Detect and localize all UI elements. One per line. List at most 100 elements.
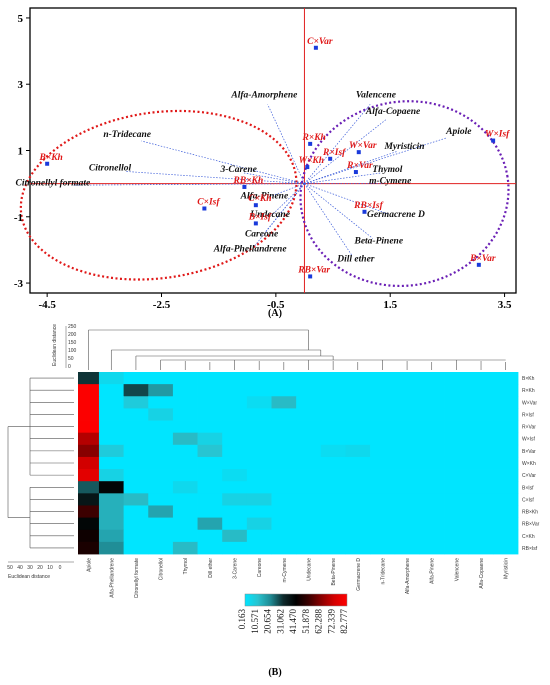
column-label: Myristicin (504, 558, 510, 579)
compound-label: Alfa-Amorphene (230, 90, 298, 100)
heatmap-cell (370, 372, 396, 385)
heatmap-cell (419, 420, 445, 434)
heatmap-cell (444, 420, 470, 434)
heatmap-cell (394, 505, 420, 518)
heatmap-cell (394, 420, 420, 434)
row-label: B×Kh (522, 376, 535, 382)
heatmap-cell (345, 444, 371, 458)
color-scale-tick: 41.470 (288, 609, 298, 634)
heatmap-cell (345, 420, 371, 434)
heatmap-cell (444, 444, 470, 458)
heatmap-cell (123, 481, 149, 494)
heatmap-cell (444, 529, 470, 543)
heatmap-cell (419, 408, 445, 421)
sample-label: B×Var (469, 254, 496, 264)
left-dendrogram-tick: 10 (47, 565, 53, 571)
heatmap-cell (172, 432, 198, 446)
heatmap-cell (123, 517, 149, 531)
heatmap-cell (444, 481, 470, 494)
heatmap-cell (419, 372, 445, 385)
row-label: B×Var (522, 449, 536, 455)
heatmap-cell (197, 456, 223, 470)
heatmap-cell (296, 420, 322, 434)
heatmap-cell (468, 432, 494, 446)
heatmap-panel: 250 200 150 100 50 0 Euclidean distance 50 40 30… (0, 322, 550, 680)
heatmap-cell (345, 456, 371, 470)
heatmap-cell (271, 384, 297, 397)
pca-biplot: -4.5 -2.5 -0.5 1.5 3.5 5 3 1 -1 -3 Alfa-Amorphene… (0, 0, 550, 320)
heatmap-cell (78, 372, 100, 385)
heatmap-cell (370, 541, 396, 555)
color-scale-bar (244, 593, 348, 607)
heatmap-cell (271, 420, 297, 434)
ellipse-right-cluster (299, 100, 510, 288)
color-scale-tick: 62.288 (314, 609, 324, 634)
heatmap-cell (222, 456, 248, 470)
heatmap-cell (123, 408, 149, 421)
heatmap-cell (444, 396, 470, 409)
row-label: R×Var (522, 425, 536, 431)
heatmap-cells (78, 372, 519, 555)
heatmap-cell (172, 444, 198, 458)
left-dendrogram-tick: 50 (7, 565, 13, 571)
heatmap-cell (296, 469, 322, 482)
sample-label: C×Isf (197, 197, 220, 207)
heatmap-cell (148, 432, 174, 446)
heatmap-cell (246, 505, 272, 518)
heatmap-cell (394, 541, 420, 555)
heatmap-cell (493, 372, 519, 385)
heatmap-cell (222, 481, 248, 494)
color-scale-tick: 10.571 (250, 609, 260, 634)
heatmap-cell (370, 384, 396, 397)
heatmap-cell (320, 432, 346, 446)
heatmap-cell (468, 372, 494, 385)
column-label: Apiole (86, 558, 92, 572)
sample-label: B×Kh (38, 153, 62, 163)
sample-point (253, 203, 258, 208)
top-dendrogram-tick: 200 (68, 332, 77, 338)
heatmap-cell (148, 529, 174, 543)
heatmap-cell (78, 517, 100, 531)
heatmap-cell (78, 456, 100, 470)
heatmap-cell (394, 517, 420, 531)
heatmap-cell (468, 384, 494, 397)
heatmap-cell (370, 469, 396, 482)
heatmap-cell (78, 420, 100, 434)
heatmap-cell (78, 432, 100, 446)
heatmap-cell (493, 384, 519, 397)
heatmap-cell (493, 420, 519, 434)
heatmap-cell (419, 493, 445, 506)
heatmap-cell (419, 505, 445, 518)
loading-vector (254, 183, 305, 247)
heatmap-cell (271, 396, 297, 409)
pca-biplot-panel: -4.5 -2.5 -0.5 1.5 3.5 5 3 1 -1 -3 Alfa-Amorphene… (0, 0, 550, 320)
sample-label: C×Var (307, 37, 333, 47)
sample-label: W×Isf (485, 130, 510, 140)
heatmap-cell (197, 493, 223, 506)
heatmap-cell (197, 384, 223, 397)
heatmap-cell (246, 529, 272, 543)
row-label: R×Isf (522, 412, 534, 418)
loading-vector (304, 104, 371, 184)
compound-label: 3-Carene (219, 165, 257, 175)
y-tick-label: 5 (18, 13, 24, 25)
heatmap-cell (78, 469, 100, 482)
heatmap-cell (197, 408, 223, 421)
heatmap-cell (172, 481, 198, 494)
heatmap-cell (320, 408, 346, 421)
heatmap-cell (98, 469, 125, 482)
top-dendrogram-tick: 100 (68, 348, 77, 354)
heatmap-cell (172, 420, 198, 434)
heatmap-cell (444, 541, 470, 555)
heatmap-cell (123, 420, 149, 434)
heatmap-cell (468, 469, 494, 482)
heatmap-cell (493, 505, 519, 518)
heatmap-cell (444, 517, 470, 531)
heatmap-cell (78, 481, 100, 494)
compound-label: Dill ether (336, 255, 375, 265)
heatmap-cell (197, 444, 223, 458)
column-label: 3-Carene (233, 558, 239, 579)
heatmap-cell (78, 493, 100, 506)
heatmap-cell (246, 481, 272, 494)
loading-vector (267, 183, 305, 198)
